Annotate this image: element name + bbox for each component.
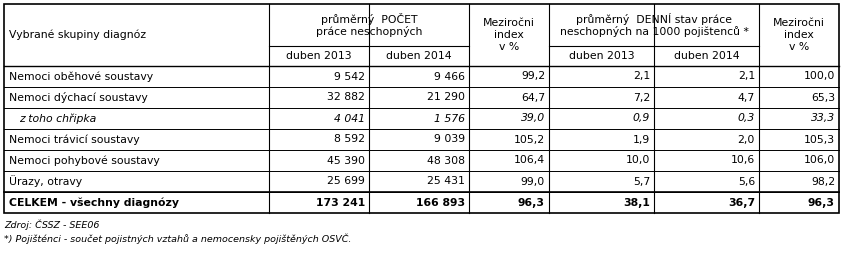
Text: Nemoci pohybové soustavy: Nemoci pohybové soustavy	[9, 155, 160, 166]
Text: 10,0: 10,0	[626, 156, 650, 165]
Text: 0,3: 0,3	[738, 114, 755, 123]
Text: Vybrané skupiny diagnóz: Vybrané skupiny diagnóz	[9, 30, 146, 40]
Text: duben 2013: duben 2013	[569, 51, 634, 61]
Text: Meziročni
index
v %: Meziročni index v %	[773, 18, 825, 52]
Text: 2,1: 2,1	[738, 72, 755, 82]
Text: z toho chřipka: z toho chřipka	[19, 113, 96, 124]
Text: 25 431: 25 431	[427, 177, 465, 186]
Text: průměrný  DENNÍ stav práce
neschopných na 1000 pojištenců *: průměrný DENNÍ stav práce neschopných na…	[560, 13, 749, 37]
Text: 2,1: 2,1	[633, 72, 650, 82]
Text: 166 893: 166 893	[416, 197, 465, 207]
Text: 21 290: 21 290	[427, 93, 465, 102]
Text: Zdroj: ČSSZ - SEE06: Zdroj: ČSSZ - SEE06	[4, 219, 99, 230]
Text: Nemoci dýchací soustavy: Nemoci dýchací soustavy	[9, 92, 148, 103]
Text: 4,7: 4,7	[738, 93, 755, 102]
Text: 96,3: 96,3	[518, 197, 545, 207]
Text: duben 2013: duben 2013	[286, 51, 352, 61]
Text: Nemoci trávicí soustavy: Nemoci trávicí soustavy	[9, 134, 140, 145]
Text: 2,0: 2,0	[738, 135, 755, 144]
Text: 99,2: 99,2	[521, 72, 545, 82]
Text: 4 041: 4 041	[334, 114, 365, 123]
Text: 48 308: 48 308	[427, 156, 465, 165]
Text: průměrný  POČET
práce neschopných: průměrný POČET práce neschopných	[316, 13, 422, 37]
Text: 106,4: 106,4	[514, 156, 545, 165]
Text: 1,9: 1,9	[633, 135, 650, 144]
Text: CELKEM - všechny diagnózy: CELKEM - všechny diagnózy	[9, 197, 179, 208]
Text: 33,3: 33,3	[811, 114, 835, 123]
Text: 38,1: 38,1	[623, 197, 650, 207]
Text: 39,0: 39,0	[521, 114, 545, 123]
Text: 8 592: 8 592	[334, 135, 365, 144]
Text: 0,9: 0,9	[633, 114, 650, 123]
Text: 7,2: 7,2	[633, 93, 650, 102]
Text: 9 039: 9 039	[434, 135, 465, 144]
Text: duben 2014: duben 2014	[674, 51, 739, 61]
Text: 106,0: 106,0	[803, 156, 835, 165]
Text: 64,7: 64,7	[521, 93, 545, 102]
Text: 5,6: 5,6	[738, 177, 755, 186]
Text: *) Pojišténci - součet pojistných vztahů a nemocensky pojištěných OSVČ.: *) Pojišténci - součet pojistných vztahů…	[4, 233, 352, 244]
Text: Ürazy, otravy: Ürazy, otravy	[9, 176, 82, 188]
Text: 99,0: 99,0	[521, 177, 545, 186]
Text: Nemoci oběhové soustavy: Nemoci oběhové soustavy	[9, 71, 153, 82]
Text: 25 699: 25 699	[327, 177, 365, 186]
Text: 98,2: 98,2	[811, 177, 835, 186]
Bar	[4, 4, 839, 213]
Text: 105,2: 105,2	[514, 135, 545, 144]
Text: 1 576: 1 576	[434, 114, 465, 123]
Text: 5,7: 5,7	[633, 177, 650, 186]
Text: duben 2014: duben 2014	[386, 51, 452, 61]
Text: Meziročni
index
v %: Meziročni index v %	[483, 18, 535, 52]
Text: 100,0: 100,0	[803, 72, 835, 82]
Text: 96,3: 96,3	[808, 197, 835, 207]
Text: 36,7: 36,7	[728, 197, 755, 207]
Text: 9 542: 9 542	[334, 72, 365, 82]
Text: 9 466: 9 466	[434, 72, 465, 82]
Text: 65,3: 65,3	[811, 93, 835, 102]
Text: 45 390: 45 390	[327, 156, 365, 165]
Text: 32 882: 32 882	[327, 93, 365, 102]
Text: 105,3: 105,3	[804, 135, 835, 144]
Text: 10,6: 10,6	[731, 156, 755, 165]
Text: 173 241: 173 241	[316, 197, 365, 207]
